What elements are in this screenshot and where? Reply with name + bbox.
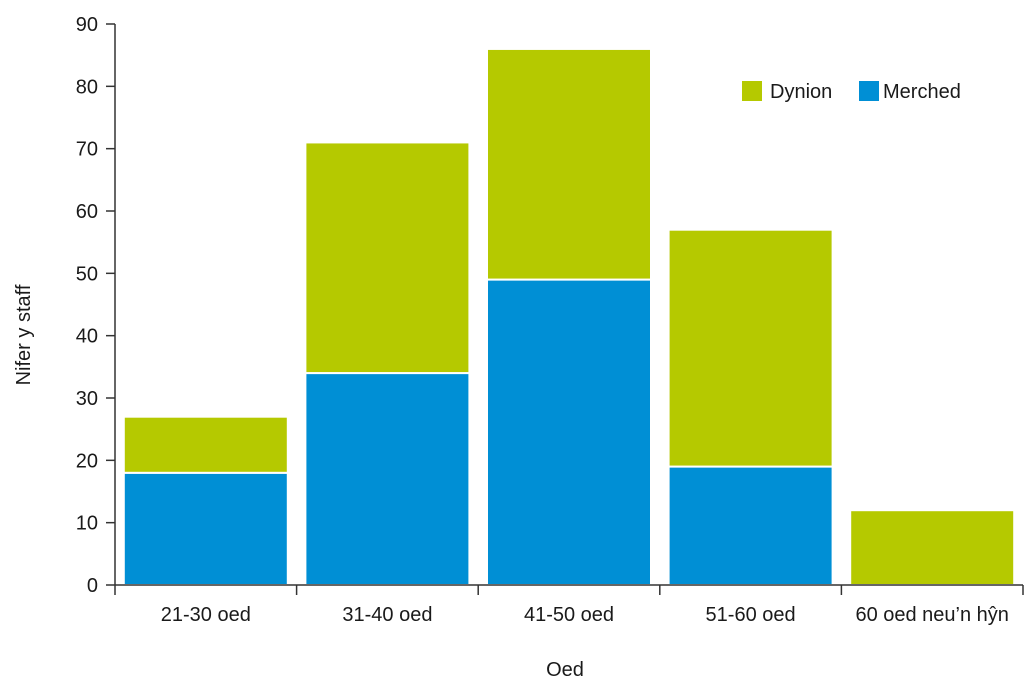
x-tick-label: 21-30 oed xyxy=(161,604,251,626)
y-tick-label: 20 xyxy=(76,450,98,472)
axes-group xyxy=(114,24,1023,586)
y-tick-label: 70 xyxy=(76,139,98,161)
legend-swatch-dynion xyxy=(742,81,762,101)
y-tick-label: 80 xyxy=(76,76,98,98)
bar-merched-3 xyxy=(486,278,652,586)
bar-merched-1 xyxy=(122,471,289,586)
x-ticks-group: 21-30 oed 31-40 oed 41-50 oed 51-60 oed 60 o… xyxy=(114,585,1024,626)
bars-group xyxy=(122,47,1016,587)
x-tick-label: 60 oed neu’n hŷn xyxy=(855,604,1008,626)
bar-merched-4 xyxy=(667,465,834,587)
legend-swatch-merched xyxy=(859,81,879,101)
x-tick-label: 41-50 oed xyxy=(524,604,614,626)
legend: Dynion Merched xyxy=(742,81,961,103)
y-tick-label: 30 xyxy=(76,388,98,410)
legend-label-dynion: Dynion xyxy=(770,81,832,103)
x-axis-title: Oed xyxy=(546,659,584,681)
bar-dynion-4 xyxy=(667,228,834,468)
bar-merched-2 xyxy=(304,372,471,587)
y-tick-label: 40 xyxy=(76,326,98,348)
bar-dynion-3 xyxy=(486,47,652,281)
y-tick-label: 90 xyxy=(76,14,98,36)
x-tick-label: 51-60 oed xyxy=(706,604,796,626)
y-tick-label: 50 xyxy=(76,263,98,285)
bar-dynion-5 xyxy=(849,509,1016,587)
y-tick-label: 60 xyxy=(76,201,98,223)
y-tick-label: 10 xyxy=(76,513,98,535)
x-tick-label: 31-40 oed xyxy=(342,604,432,626)
bar-dynion-2 xyxy=(304,141,471,375)
y-tick-label: 0 xyxy=(87,575,98,597)
bar-dynion-1 xyxy=(122,415,289,474)
y-ticks-group: 0 10 20 30 40 50 60 70 80 90 xyxy=(76,14,115,597)
legend-label-merched: Merched xyxy=(883,81,961,103)
y-axis-title: Nifer y staff xyxy=(13,284,35,385)
